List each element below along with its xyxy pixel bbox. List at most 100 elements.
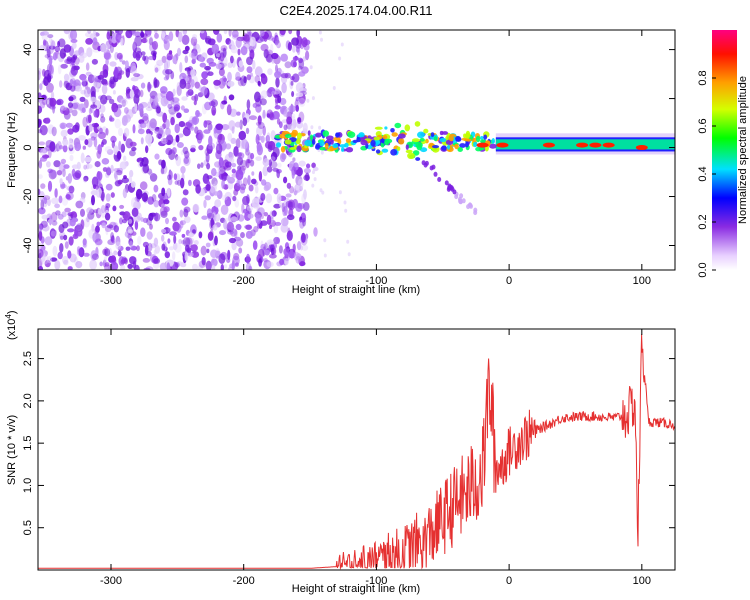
heatmap-cell: [125, 246, 131, 251]
heatmap-cell: [44, 259, 51, 268]
heatmap-cell: [183, 108, 190, 113]
heatmap-cell: [234, 229, 238, 238]
heatmap-cell: [160, 137, 168, 144]
heatmap-cell: [276, 162, 282, 168]
heatmap-cell: [249, 72, 253, 77]
heatmap-cell: [237, 179, 243, 187]
heatmap-cell: [266, 166, 273, 173]
heatmap-cell: [59, 48, 66, 59]
heatmap-cell: [175, 155, 182, 167]
heatmap-cell: [433, 171, 438, 177]
heatmap-cell: [260, 243, 267, 251]
y-tick-label: 40: [22, 43, 34, 55]
heatmap-cell: [276, 118, 281, 125]
heatmap-cell: [298, 97, 306, 107]
heatmap-cell: [221, 194, 228, 201]
heatmap-cell: [137, 103, 144, 112]
heatmap-cell: [75, 261, 83, 269]
heatmap-cell: [146, 119, 151, 130]
heatmap-cell: [382, 135, 388, 140]
heatmap-cell: [46, 161, 51, 168]
heatmap-cell: [235, 223, 242, 231]
heatmap-cell: [279, 97, 287, 106]
heatmap-cell: [161, 187, 166, 197]
heatmap-cell: [182, 146, 189, 155]
heatmap-cell: [218, 253, 226, 264]
heatmap-cell: [63, 80, 70, 89]
heatmap-cell: [68, 96, 74, 102]
heatmap-cell: [232, 195, 237, 202]
heatmap-cell: [260, 74, 268, 85]
heatmap-cell: [238, 60, 244, 68]
heatmap-cell: [153, 200, 160, 208]
heatmap-cell: [301, 193, 306, 204]
heatmap-cell: [38, 188, 41, 196]
heatmap-cell: [210, 99, 218, 107]
heatmap-cell: [160, 167, 165, 175]
heatmap-cell: [245, 127, 250, 135]
heatmap-cell: [225, 143, 232, 150]
heatmap-cell: [293, 190, 297, 196]
heatmap-cell: [180, 30, 188, 35]
snr-multiplier-exp: 4: [4, 314, 13, 319]
heatmap-cell: [213, 127, 217, 134]
heatmap-cell: [307, 130, 311, 137]
heatmap-cell: [100, 116, 106, 123]
heatmap-cell: [206, 143, 213, 154]
heatmap-cell: [267, 144, 273, 153]
heatmap-cell: [448, 134, 454, 142]
heatmap-cell: [475, 135, 481, 143]
heatmap-cell: [202, 173, 210, 184]
heatmap-cell: [70, 38, 78, 43]
heatmap-cell: [455, 135, 461, 142]
heatmap-cell: [242, 177, 248, 186]
heatmap-cell: [299, 245, 304, 251]
heatmap-cell: [457, 147, 464, 152]
heatmap-cell: [69, 154, 74, 162]
heatmap-cell: [120, 264, 126, 270]
heatmap-cell: [99, 127, 103, 134]
heatmap-cell: [167, 177, 173, 186]
heatmap-cell: [230, 216, 238, 222]
heatmap-cell: [191, 251, 200, 258]
heatmap-cell: [265, 53, 274, 63]
heatmap-cell: [68, 106, 73, 114]
heatmap-cell: [137, 235, 142, 245]
heatmap-cell: [257, 80, 261, 86]
heatmap-cell: [163, 60, 169, 72]
heatmap-cell: [125, 109, 134, 119]
heatmap-cell: [285, 133, 292, 139]
heatmap-cell: [125, 95, 130, 100]
heatmap-cell: [165, 119, 170, 130]
heatmap-cell: [184, 216, 191, 224]
heatmap-cell: [213, 79, 222, 86]
heatmap-cell: [147, 55, 156, 61]
heatmap-cell: [221, 168, 225, 178]
heatmap-cell: [113, 171, 118, 179]
heatmap-cell: [97, 144, 102, 155]
heatmap-cell: [170, 116, 175, 126]
heatmap-cell: [227, 132, 233, 142]
snr-panel: -300 -200 -100 0 100 0.5 1.0 1.5 2.0 2.5 Height o…: [4, 310, 676, 595]
heatmap-cell: [220, 204, 229, 215]
heatmap-cell: [161, 234, 165, 242]
heatmap-cell: [287, 227, 291, 238]
spectrogram-ylabel: Frequency (Hz): [6, 112, 18, 188]
heatmap-cell: [151, 194, 157, 202]
heatmap-cell: [230, 55, 234, 64]
heatmap-cell: [70, 211, 78, 220]
heatmap-cell: [297, 47, 301, 56]
heatmap-cell: [231, 30, 239, 38]
heatmap-cell: [233, 189, 239, 196]
y-tick-label: -40: [22, 238, 34, 254]
heatmap-cell: [83, 177, 88, 183]
heatmap-cell: [473, 207, 478, 213]
heatmap-cell: [180, 105, 185, 111]
heatmap-cell: [54, 188, 58, 198]
heatmap-cell: [205, 260, 212, 270]
heatmap-cell: [204, 195, 211, 201]
heatmap-cell: [255, 156, 262, 162]
heatmap-cell: [207, 71, 214, 76]
heatmap-cell: [59, 145, 63, 150]
heatmap-cell: [184, 251, 189, 262]
